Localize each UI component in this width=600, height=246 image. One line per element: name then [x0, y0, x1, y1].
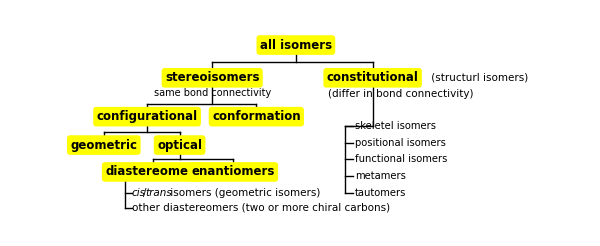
Text: conformation: conformation — [212, 110, 301, 123]
Text: skeletel isomers: skeletel isomers — [355, 121, 436, 131]
Text: enantiomers: enantiomers — [191, 166, 275, 178]
Text: same bond connectivity: same bond connectivity — [154, 88, 271, 98]
Text: geometric: geometric — [70, 138, 137, 152]
Text: stereoisomers: stereoisomers — [165, 71, 259, 84]
Text: (differ in bond connectivity): (differ in bond connectivity) — [328, 89, 473, 99]
Text: tautomers: tautomers — [355, 188, 406, 198]
Text: functional isomers: functional isomers — [355, 154, 448, 164]
Text: cis: cis — [132, 188, 146, 198]
Text: isomers (geometric isomers): isomers (geometric isomers) — [167, 188, 320, 198]
Text: diastereomers: diastereomers — [105, 166, 201, 178]
Text: all isomers: all isomers — [260, 39, 332, 52]
Text: optical: optical — [157, 138, 202, 152]
Text: constitutional: constitutional — [326, 71, 419, 84]
Text: metamers: metamers — [355, 171, 406, 181]
Text: configurational: configurational — [97, 110, 197, 123]
Text: other diastereomers (two or more chiral carbons): other diastereomers (two or more chiral … — [132, 203, 390, 213]
Text: (structurl isomers): (structurl isomers) — [428, 73, 529, 83]
Text: positional isomers: positional isomers — [355, 138, 446, 148]
Text: /: / — [143, 188, 146, 198]
Text: trans: trans — [146, 188, 172, 198]
